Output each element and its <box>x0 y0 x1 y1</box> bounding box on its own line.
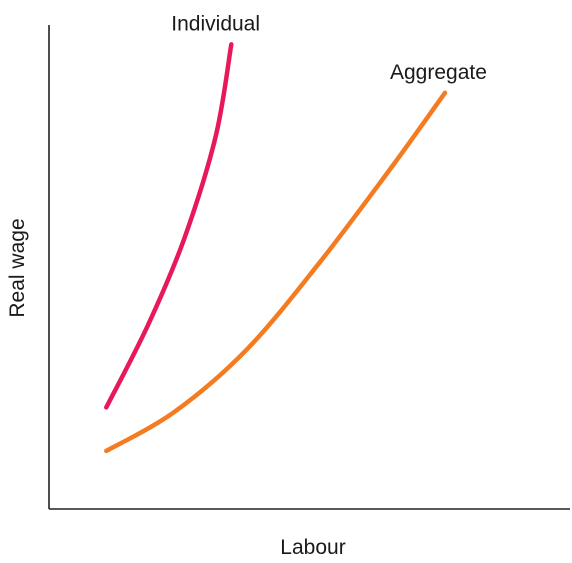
individual-curve-label: Individual <box>171 12 260 35</box>
x-axis-label: Labour <box>280 536 345 559</box>
curve-labels-group: Individual Aggregate <box>171 12 487 83</box>
individual-curve <box>104 42 234 410</box>
y-axis-label: Real wage <box>6 218 29 317</box>
curves-group <box>104 42 448 454</box>
aggregate-curve-label: Aggregate <box>390 61 487 84</box>
aggregate-curve <box>104 90 448 454</box>
